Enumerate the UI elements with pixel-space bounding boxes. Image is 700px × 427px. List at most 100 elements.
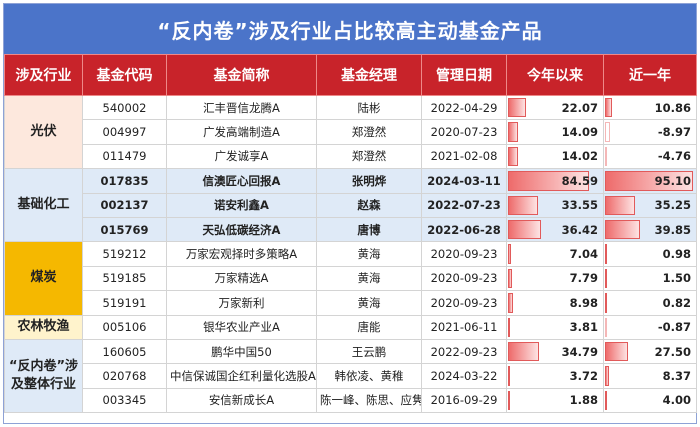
fund-name-cell: 鹏华中国50 — [166, 338, 317, 365]
data-bar — [508, 317, 510, 337]
header-industry: 涉及行业 — [4, 54, 83, 96]
data-value: 14.02 — [561, 149, 598, 164]
manager-cell: 王云鹏 — [316, 338, 422, 365]
fund-code-cell: 005106 — [82, 314, 167, 340]
data-bar — [508, 98, 527, 118]
data-bar — [508, 366, 510, 386]
fund-code-cell: 160605 — [82, 338, 167, 365]
table-row: 015769 天弘低碳经济A 唐博 2022-06-28 36.42 39.85 — [5, 216, 697, 243]
data-bar — [605, 366, 610, 386]
data-value: 10.86 — [654, 100, 691, 115]
industry-cell: 光伏 — [4, 94, 83, 170]
data-value: 1.50 — [662, 271, 691, 286]
fund-name-cell: 诺安利鑫A — [166, 192, 317, 218]
data-value: 36.42 — [561, 222, 598, 237]
one-year-cell: 95.10 — [603, 168, 697, 194]
manager-cell: 陆彬 — [316, 94, 422, 121]
date-cell: 2020-09-23 — [421, 265, 507, 292]
fund-code-cell: 519185 — [82, 265, 167, 292]
manager-cell: 郑澄然 — [316, 119, 422, 145]
table-row: 519185 万家精选A 黄海 2020-09-23 7.79 1.50 — [5, 265, 697, 292]
data-bar — [508, 293, 514, 313]
manager-cell: 陈一峰、陈思、应隽 — [316, 387, 422, 414]
manager-cell: 赵森 — [316, 192, 422, 218]
one-year-cell: 1.50 — [603, 265, 697, 292]
fund-name-cell: 信澳匠心回报A — [166, 168, 317, 194]
data-value: 35.25 — [654, 198, 691, 213]
date-cell: 2020-09-23 — [421, 241, 507, 267]
manager-cell: 韩依凌、黄稚 — [316, 363, 422, 389]
data-value: 84.59 — [561, 173, 598, 188]
table-row: 011479 广发诚享A 郑澄然 2021-02-08 14.02 -4.76 — [5, 143, 697, 170]
data-value: 39.85 — [654, 222, 691, 237]
date-cell: 2021-06-11 — [421, 314, 507, 340]
data-bar — [508, 390, 510, 411]
date-cell: 2024-03-11 — [421, 168, 507, 194]
header-ytd: 今年以来 — [506, 54, 604, 96]
table-row: 基础化工 017835 信澳匠心回报A 张明烨 2024-03-11 84.59 95.10 — [4, 168, 697, 243]
date-cell: 2024-03-22 — [421, 363, 507, 389]
fund-code-cell: 011479 — [82, 143, 167, 170]
data-bar — [605, 293, 607, 313]
manager-cell: 唐博 — [316, 216, 422, 243]
ytd-cell: 14.09 — [506, 119, 604, 145]
ytd-cell: 7.04 — [506, 241, 604, 267]
one-year-cell: 0.98 — [603, 241, 697, 267]
ytd-cell: 84.59 — [506, 168, 604, 194]
data-value: 7.04 — [569, 247, 598, 262]
data-value: 0.98 — [662, 247, 691, 262]
fund-code-cell: 004997 — [82, 119, 167, 145]
table-row: 煤炭 519212 万家宏观择时多策略A 黄海 2020-09-23 7.04 0.98 — [4, 241, 697, 316]
ytd-cell: 8.98 — [506, 290, 604, 316]
one-year-cell: 39.85 — [603, 216, 697, 243]
ytd-cell: 36.42 — [506, 216, 604, 243]
one-year-cell: 35.25 — [603, 192, 697, 218]
data-value: 14.09 — [561, 125, 598, 140]
fund-code-cell: 017835 — [82, 168, 167, 194]
manager-cell: 黄海 — [316, 290, 422, 316]
one-year-cell: 27.50 — [603, 338, 697, 365]
fund-code-cell: 015769 — [82, 216, 167, 243]
data-value: 7.79 — [569, 271, 598, 286]
industry-cell: “反内卷”涉及整体行业 — [4, 338, 83, 414]
fund-table: 涉及行业 基金代码 基金简称 基金经理 管理日期 今年以来 近一年 光伏 5400… — [4, 54, 697, 414]
data-value: 1.88 — [569, 393, 598, 408]
data-value: -0.87 — [657, 320, 691, 335]
data-value: 3.81 — [569, 320, 598, 335]
ytd-cell: 3.81 — [506, 314, 604, 340]
data-bar — [508, 195, 538, 215]
data-bar — [508, 268, 512, 289]
table-row: 003345 安信新成长A 陈一峰、陈思、应隽 2016-09-29 1.88 4.00 — [5, 387, 697, 414]
table-frame: “反内卷”涉及行业占比较高主动基金产品 涉及行业 基金代码 基金简称 基金经理 … — [3, 3, 697, 424]
data-value: 3.72 — [569, 368, 598, 383]
fund-name-cell: 万家宏观择时多策略A — [166, 241, 317, 267]
table-row: 光伏 540002 汇丰晋信龙腾A 陆彬 2022-04-29 22.07 10.86 — [4, 94, 697, 170]
data-bar — [605, 244, 607, 264]
fund-code-cell: 519191 — [82, 290, 167, 316]
fund-name-cell: 安信新成长A — [166, 387, 317, 414]
data-bar — [605, 171, 693, 191]
data-bar — [605, 268, 607, 289]
table-row: 519191 万家新利 黄海 2020-09-23 8.98 0.82 — [5, 290, 697, 316]
date-cell: 2016-09-29 — [421, 387, 507, 414]
data-value: 33.55 — [561, 198, 598, 213]
ytd-cell: 34.79 — [506, 338, 604, 365]
fund-code-cell: 540002 — [82, 94, 167, 121]
industry-cell: 农林牧渔 — [4, 314, 83, 340]
ytd-cell: 22.07 — [506, 94, 604, 121]
fund-name-cell: 万家精选A — [166, 265, 317, 292]
manager-cell: 唐能 — [316, 314, 422, 340]
date-cell: 2022-06-28 — [421, 216, 507, 243]
one-year-cell: 0.82 — [603, 290, 697, 316]
date-cell: 2022-09-23 — [421, 338, 507, 365]
ytd-cell: 3.72 — [506, 363, 604, 389]
data-bar — [605, 122, 610, 142]
table-row: 002137 诺安利鑫A 赵森 2022-07-23 33.55 35.25 — [5, 192, 697, 218]
data-value: 8.37 — [662, 368, 691, 383]
manager-cell: 黄海 — [316, 265, 422, 292]
table-row: “反内卷”涉及整体行业 160605 鹏华中国50 王云鹏 2022-09-23 34.7… — [4, 338, 697, 414]
date-cell: 2020-07-23 — [421, 119, 507, 145]
data-value: 4.00 — [662, 393, 691, 408]
one-year-cell: 8.37 — [603, 363, 697, 389]
header-manager: 基金经理 — [316, 54, 422, 96]
